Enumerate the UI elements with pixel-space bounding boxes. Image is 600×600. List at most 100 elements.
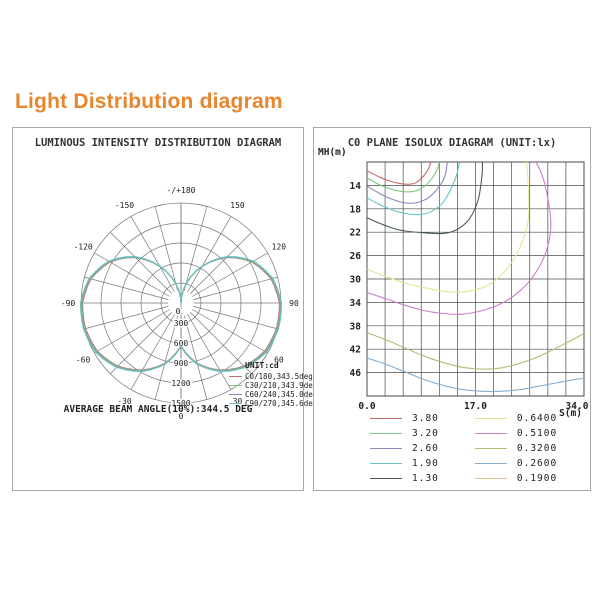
polar-legend-entry: C0/180,343.5deg [229, 372, 317, 381]
legend-label: 0.5100 [516, 428, 558, 439]
polar-angle-tick: -90 [61, 299, 76, 308]
polar-ring-value: 1200 [171, 379, 190, 388]
isolux-legend-entry: 0.1900 [474, 471, 558, 486]
polar-angle-tick: 120 [272, 243, 287, 252]
isolux-y-ticks: 14 18 22 26 30 34 38 42 46 [350, 181, 362, 379]
polar-angle-tick: -30 [117, 397, 132, 406]
isolux-x-ticks: 0.0 17.0 34.0 [358, 401, 588, 412]
polar-ring-value: 300 [174, 319, 189, 328]
y-tick-label: 26 [350, 251, 362, 262]
polar-angle-tick: -/+180 [167, 186, 196, 195]
isolux-contour-0.2600 [367, 357, 584, 393]
isolux-grid [366, 161, 585, 397]
polar-intensity-chart: 0 30 60 90 120 150 -/+180 -30 -60 -90 -120 -150 0 300… [61, 186, 299, 421]
polar-ring-value: 900 [174, 359, 189, 368]
polar-legend-entry: C30/210,343.9deg [229, 381, 317, 390]
polar-legend: UNIT:cd C0/180,343.5deg C30/210,343.9deg C… [229, 361, 317, 408]
isolux-legend-entry: 3.20 [370, 426, 439, 441]
isolux-contour-3.80 [367, 162, 432, 185]
luminous-intensity-panel: 0 30 60 90 120 150 -/+180 -30 -60 -90 -120 -150 0 300… [12, 127, 317, 491]
x-tick-label: 0.0 [358, 401, 375, 412]
legend-label: 0.2600 [516, 458, 558, 469]
legend-swatch [474, 463, 507, 464]
isolux-legend-entry: 1.30 [370, 471, 439, 486]
legend-label: 1.90 [412, 458, 439, 469]
page-title: Light Distribution diagram [15, 90, 283, 113]
legend-label: 3.80 [412, 413, 439, 424]
y-tick-label: 18 [350, 204, 362, 215]
legend-swatch [370, 478, 402, 479]
legend-swatch [474, 478, 507, 479]
isolux-contour-0.5100 [367, 162, 552, 315]
legend-label: C0/180,343.5deg [245, 372, 313, 381]
legend-swatch [370, 418, 402, 419]
isolux-legend-entry: 0.3200 [474, 441, 558, 456]
legend-swatch [370, 433, 402, 434]
left-panel-title: LUMINOUS INTENSITY DISTRIBUTION DIAGRAM [34, 137, 282, 149]
isolux-contour-curves [367, 162, 584, 393]
y-tick-label: 42 [350, 345, 361, 356]
isolux-legend-column: 0.6400 0.5100 0.3200 0.2600 0.1900 [474, 411, 558, 486]
legend-swatch [229, 385, 242, 386]
y-tick-label: 14 [350, 181, 362, 192]
polar-angle-labels: 0 30 60 90 120 150 -/+180 -30 -60 -90 -120 -150 [61, 186, 299, 421]
legend-label: 1.30 [412, 473, 439, 484]
polar-ring-value: 600 [174, 339, 189, 348]
y-tick-label: 34 [350, 298, 362, 309]
isolux-border [366, 161, 585, 397]
isolux-legend-entry: 2.60 [370, 441, 439, 456]
legend-swatch [229, 394, 242, 395]
y-tick-label: 22 [350, 228, 361, 239]
legend-label: 0.6400 [516, 413, 558, 424]
isolux-legend-entry: 1.90 [370, 456, 439, 471]
polar-angle-tick: -60 [76, 356, 91, 365]
legend-swatch [229, 376, 242, 377]
isolux-contour-0.6400 [367, 162, 530, 293]
legend-label: 3.20 [412, 428, 439, 439]
average-beam-angle-caption: AVERAGE BEAM ANGLE(10%):344.5 DEG [63, 404, 253, 415]
y-tick-label: 46 [350, 368, 362, 379]
legend-label: 0.1900 [516, 473, 558, 484]
legend-label: C90/270,345.6deg [245, 399, 318, 408]
legend-label: C60/240,345.0deg [245, 390, 318, 399]
polar-angle-tick: 30 [233, 397, 243, 406]
legend-swatch [370, 448, 402, 449]
legend-swatch [474, 448, 507, 449]
polar-angle-tick: 0 [179, 412, 184, 421]
legend-swatch [474, 418, 507, 419]
polar-legend-entry: C90/270,345.6deg [229, 399, 317, 408]
isolux-legend-column: 3.80 3.20 2.60 1.90 1.30 [370, 411, 439, 486]
x-tick-label: 34.0 [566, 401, 589, 412]
isolux-contour-3.20 [367, 162, 440, 193]
legend-label: 0.3200 [516, 443, 558, 454]
isolux-panel: 14 18 22 26 30 34 38 42 46 0.0 17.0 34.0 C0 PLANE I… [313, 127, 591, 491]
polar-center-label: 0 [176, 307, 181, 316]
isolux-contour-2.60 [367, 162, 448, 204]
isolux-legend-entry: 0.2600 [474, 456, 558, 471]
polar-angle-tick: -120 [73, 243, 92, 252]
polar-angle-tick: 60 [274, 356, 284, 365]
polar-legend-entry: C60/240,345.0deg [229, 390, 317, 399]
legend-swatch [370, 463, 402, 464]
isolux-contour-1.90 [367, 162, 461, 216]
polar-legend-unit: UNIT:cd [245, 361, 279, 370]
s-axis-label: S(m) [559, 408, 582, 419]
legend-swatch [229, 403, 242, 404]
isolux-legend: 3.80 3.20 2.60 1.90 1.30 0.6400 0.5100 0.3200 0.… [370, 411, 557, 486]
isolux-legend-entry: 0.6400 [474, 411, 558, 426]
polar-angle-tick: 90 [289, 299, 299, 308]
right-panel-title: C0 PLANE ISOLUX DIAGRAM (UNIT:lx) [347, 137, 557, 149]
isolux-legend-entry: 0.5100 [474, 426, 558, 441]
legend-swatch [474, 433, 507, 434]
isolux-contour-0.3200 [367, 332, 584, 370]
isolux-legend-entry: 3.80 [370, 411, 439, 426]
intensity-curve-c90-270 [79, 256, 283, 373]
isolux-chart: 14 18 22 26 30 34 38 42 46 0.0 17.0 34.0 [350, 161, 589, 412]
x-tick-label: 17.0 [464, 401, 487, 412]
polar-ring-labels: 0 300 600 900 1200 1500 [170, 306, 192, 410]
legend-label: C30/210,343.9deg [245, 381, 318, 390]
polar-grid [80, 202, 282, 404]
y-tick-label: 30 [350, 275, 362, 286]
mh-axis-label: MH(m) [318, 147, 347, 158]
